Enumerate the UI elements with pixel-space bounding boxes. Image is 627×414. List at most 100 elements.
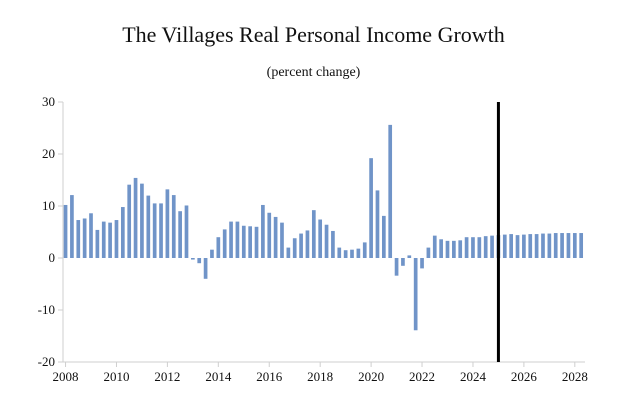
bar bbox=[299, 233, 303, 258]
bar bbox=[369, 158, 373, 258]
bar bbox=[191, 258, 195, 260]
bar bbox=[560, 233, 564, 258]
bar bbox=[159, 203, 163, 258]
bar bbox=[254, 226, 259, 258]
bar bbox=[362, 242, 367, 258]
y-tick-label: 30 bbox=[42, 94, 55, 109]
bar bbox=[76, 220, 81, 258]
bar bbox=[375, 190, 380, 258]
bar bbox=[101, 221, 106, 258]
bar bbox=[452, 240, 456, 258]
bar bbox=[572, 233, 577, 258]
bar bbox=[241, 225, 246, 258]
bar bbox=[356, 248, 361, 258]
bar bbox=[133, 177, 138, 258]
bar bbox=[509, 234, 513, 258]
bar bbox=[337, 247, 342, 258]
bar bbox=[579, 233, 584, 258]
x-tick-label: 2024 bbox=[460, 369, 487, 384]
bar bbox=[165, 189, 170, 258]
bar bbox=[471, 237, 475, 258]
bar bbox=[261, 204, 265, 258]
bar bbox=[216, 237, 221, 258]
bar bbox=[432, 235, 437, 258]
bar bbox=[566, 233, 571, 258]
y-tick-label: -20 bbox=[38, 354, 55, 369]
bar bbox=[89, 213, 93, 258]
bar bbox=[70, 195, 74, 258]
bar bbox=[286, 247, 291, 258]
bar bbox=[235, 221, 240, 258]
bar bbox=[407, 255, 412, 258]
bar bbox=[547, 233, 552, 258]
bar bbox=[63, 204, 68, 258]
x-tick-label: 2022 bbox=[409, 369, 435, 384]
bar bbox=[350, 249, 354, 258]
bars bbox=[63, 124, 584, 331]
chart-subtitle: (percent change) bbox=[266, 65, 361, 80]
x-tick-label: 2018 bbox=[307, 369, 333, 384]
bar bbox=[305, 230, 310, 258]
bar bbox=[210, 249, 214, 258]
y-tick-label: 10 bbox=[42, 198, 55, 213]
x-tick-label: 2026 bbox=[511, 369, 538, 384]
bar bbox=[146, 195, 151, 258]
bar bbox=[343, 250, 348, 258]
bar bbox=[152, 203, 157, 258]
x-tick-label: 2020 bbox=[358, 369, 384, 384]
y-tick-label: -10 bbox=[38, 302, 55, 317]
bar bbox=[413, 258, 418, 331]
bar bbox=[140, 183, 144, 258]
bar bbox=[171, 195, 176, 258]
bar bbox=[197, 258, 202, 264]
bar bbox=[95, 229, 100, 258]
bar bbox=[522, 234, 526, 258]
bar bbox=[388, 124, 393, 258]
bar bbox=[426, 247, 431, 258]
bar bbox=[458, 240, 463, 258]
bar bbox=[553, 233, 558, 258]
x-tick-label: 2028 bbox=[562, 369, 588, 384]
bar bbox=[108, 222, 112, 258]
bar bbox=[528, 234, 533, 258]
bar bbox=[82, 218, 87, 258]
x-tick-label: 2010 bbox=[103, 369, 129, 384]
bar bbox=[445, 240, 450, 258]
bar bbox=[120, 207, 125, 258]
bar bbox=[273, 216, 278, 258]
bar bbox=[541, 233, 545, 258]
bar bbox=[292, 238, 297, 258]
bar bbox=[534, 234, 539, 258]
chart-title: The Villages Real Personal Income Growth bbox=[122, 22, 505, 47]
bar bbox=[515, 235, 520, 258]
bar bbox=[502, 234, 507, 258]
bar bbox=[381, 215, 386, 258]
y-tick-label: 0 bbox=[49, 250, 56, 265]
bar bbox=[222, 229, 227, 258]
bar bbox=[267, 212, 272, 258]
bar bbox=[248, 226, 252, 258]
bar bbox=[490, 235, 494, 258]
bar bbox=[439, 239, 443, 258]
bar bbox=[331, 230, 335, 258]
bar bbox=[483, 236, 488, 258]
bar bbox=[420, 258, 424, 269]
x-tick-label: 2008 bbox=[53, 369, 79, 384]
x-tick-label: 2016 bbox=[256, 369, 283, 384]
bar bbox=[464, 237, 469, 258]
bar bbox=[114, 220, 119, 258]
bar bbox=[324, 224, 329, 258]
y-tick-label: 20 bbox=[42, 146, 55, 161]
bar bbox=[178, 211, 182, 258]
bar bbox=[280, 222, 284, 258]
x-tick-label: 2014 bbox=[205, 369, 232, 384]
bar bbox=[394, 258, 399, 276]
bar bbox=[318, 219, 323, 258]
x-tick-label: 2012 bbox=[154, 369, 180, 384]
bar bbox=[203, 258, 208, 279]
bar bbox=[401, 258, 405, 266]
bar bbox=[229, 221, 233, 258]
